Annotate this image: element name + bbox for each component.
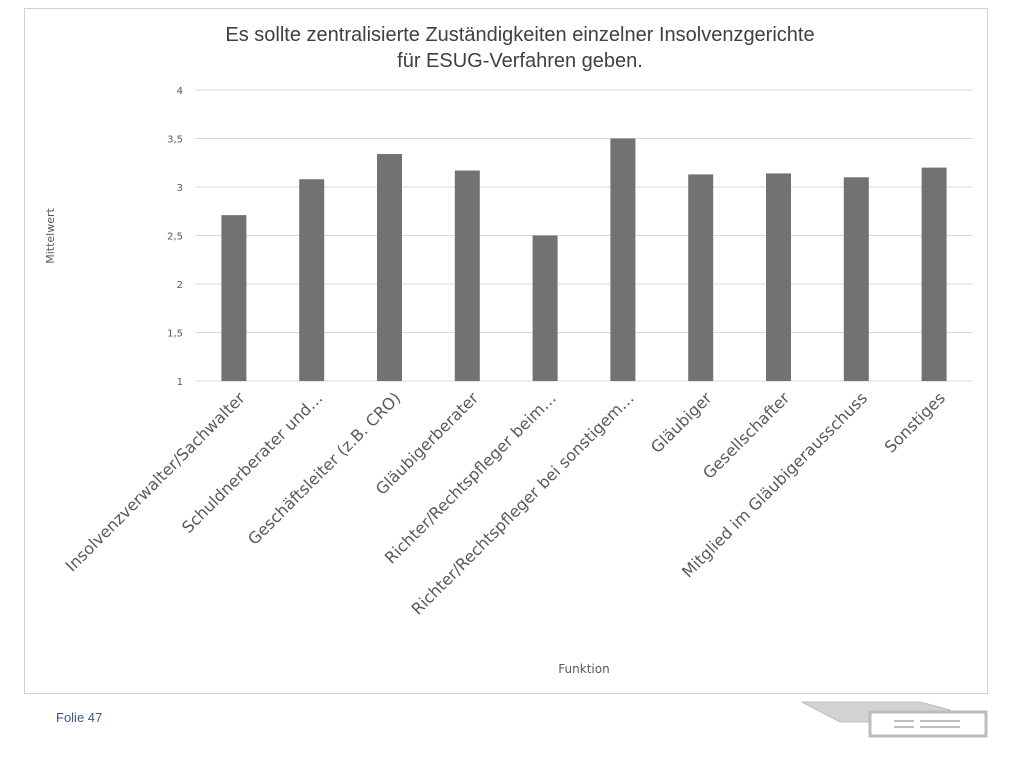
bar <box>688 174 714 381</box>
y-tick-label: 1,5 <box>167 329 183 340</box>
slide-navigation-arrow-icon[interactable] <box>800 700 990 740</box>
y-axis-title: Mittelwert <box>44 208 57 264</box>
bars <box>221 138 947 381</box>
y-tick-label: 2,5 <box>167 232 183 243</box>
x-tick-label: Gläubiger <box>647 388 716 457</box>
bar <box>766 173 791 381</box>
y-tick-label: 4 <box>177 86 183 97</box>
bar <box>610 138 636 381</box>
bar <box>454 170 480 381</box>
x-axis-tick-labels: Insolvenzverwalter/SachwalterSchuldnerbe… <box>62 388 949 619</box>
bar <box>221 215 247 381</box>
bar <box>532 235 558 381</box>
slide-number-label: Folie 47 <box>56 710 103 725</box>
x-tick-label: Richter/Rechtspfleger beim… <box>381 388 560 567</box>
bar <box>299 179 325 381</box>
x-tick-label: Sonstiges <box>881 388 949 456</box>
y-tick-label: 1 <box>177 377 183 388</box>
chart-title-line-1: Es sollte zentralisierte Zuständigkeiten… <box>225 24 814 46</box>
y-tick-label: 2 <box>177 280 183 291</box>
gridlines <box>195 89 973 382</box>
chart-frame: Es sollte zentralisierte Zuständigkeiten… <box>24 8 988 694</box>
bar <box>377 154 402 381</box>
y-axis-tick-labels: 1 1,5 2 2,5 3 3,5 4 <box>167 86 183 388</box>
x-tick-label: Geschäftsleiter (z.B. CRO) <box>244 388 404 548</box>
bar <box>843 177 869 381</box>
bar-chart: Es sollte zentralisierte Zuständigkeiten… <box>44 24 973 676</box>
bar <box>921 167 947 381</box>
y-tick-label: 3 <box>177 183 183 194</box>
x-tick-label: Schuldnerberater und… <box>178 388 326 536</box>
x-axis-title: Funktion <box>558 662 609 676</box>
chart-title-line-2: für ESUG-Verfahren geben. <box>397 50 643 72</box>
y-tick-label: 3,5 <box>167 135 183 146</box>
